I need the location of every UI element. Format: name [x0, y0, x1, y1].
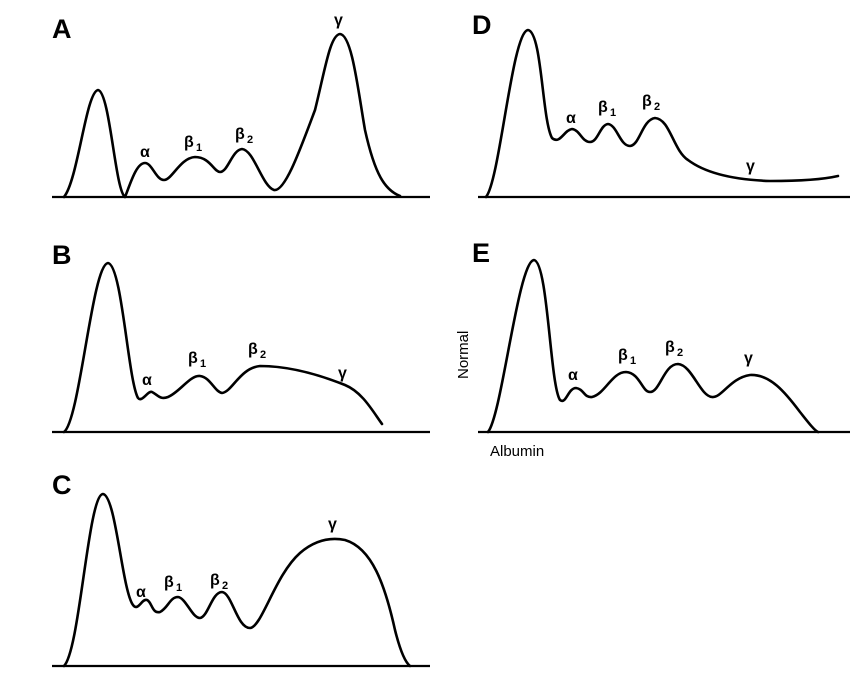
panel-a-gamma-label: γ	[334, 12, 343, 29]
panel-a-alpha-label: α	[140, 144, 150, 161]
panel-b-beta2-symbol: β	[248, 341, 258, 358]
panel-c-letter: C	[52, 470, 72, 500]
panel-a-beta2-label: β 2	[235, 126, 253, 146]
panel-c-beta2-sub: 2	[222, 580, 228, 592]
panel-d-gamma-label: γ	[746, 158, 755, 175]
panel-c-beta1-label: β 1	[164, 574, 182, 594]
panel-b-beta1-label: β 1	[188, 350, 206, 370]
panel-b-beta1-symbol: β	[188, 350, 198, 367]
panel-e-beta2-sub: 2	[677, 347, 683, 359]
panel-e-curve	[486, 258, 820, 434]
panel-c-curve	[62, 492, 412, 668]
panel-d-beta2-sub: 2	[654, 101, 660, 113]
panel-e-beta1-label: β 1	[618, 347, 636, 367]
panel-c-beta2-label: β 2	[210, 572, 228, 592]
panel-c: C α β 1 β 2 γ	[52, 470, 430, 668]
panel-a-beta2-symbol: β	[235, 126, 245, 143]
panel-a-curve	[62, 32, 402, 199]
panel-a-beta1-label: β 1	[184, 134, 202, 154]
panel-c-gamma-label: γ	[328, 516, 337, 533]
panel-b: B α β 1 β 2 γ	[52, 240, 430, 434]
panel-e-alpha-label: α	[568, 367, 578, 384]
panel-d-alpha-label: α	[566, 110, 576, 127]
panel-c-beta2-symbol: β	[210, 572, 220, 589]
panel-e-beta2-symbol: β	[665, 339, 675, 356]
panel-d-beta1-symbol: β	[598, 99, 608, 116]
panel-a: A α β 1 β 2 γ	[52, 12, 430, 199]
panel-b-beta2-label: β 2	[248, 341, 266, 361]
panel-d-beta1-label: β 1	[598, 99, 616, 119]
panel-b-curve	[62, 261, 384, 434]
panel-e-beta1-symbol: β	[618, 347, 628, 364]
panel-a-beta1-symbol: β	[184, 134, 194, 151]
panel-d-curve	[484, 28, 840, 199]
panel-c-alpha-label: α	[136, 584, 146, 601]
panel-a-letter: A	[52, 14, 72, 44]
panel-d-beta2-label: β 2	[642, 93, 660, 113]
panel-e-letter: E	[472, 238, 490, 268]
panel-a-beta1-sub: 1	[196, 142, 202, 154]
panel-b-alpha-label: α	[142, 372, 152, 389]
panel-b-beta1-sub: 1	[200, 358, 206, 370]
panel-d-beta2-symbol: β	[642, 93, 652, 110]
panel-b-beta2-sub: 2	[260, 349, 266, 361]
panel-d: D α β 1 β 2 γ	[472, 10, 850, 199]
panel-e-gamma-label: γ	[744, 350, 753, 367]
panel-e-beta1-sub: 1	[630, 355, 636, 367]
panel-a-beta2-sub: 2	[247, 134, 253, 146]
panel-b-letter: B	[52, 240, 72, 270]
panel-d-beta1-sub: 1	[610, 107, 616, 119]
panel-d-letter: D	[472, 10, 492, 40]
panel-b-gamma-label: γ	[338, 365, 347, 382]
albumin-label: Albumin	[490, 443, 544, 460]
normal-axis-label: Normal	[455, 331, 472, 379]
panel-c-beta1-symbol: β	[164, 574, 174, 591]
panel-e: E α β 1 β 2 γ Normal Albumin	[455, 238, 850, 460]
panel-c-beta1-sub: 1	[176, 582, 182, 594]
panel-e-beta2-label: β 2	[665, 339, 683, 359]
